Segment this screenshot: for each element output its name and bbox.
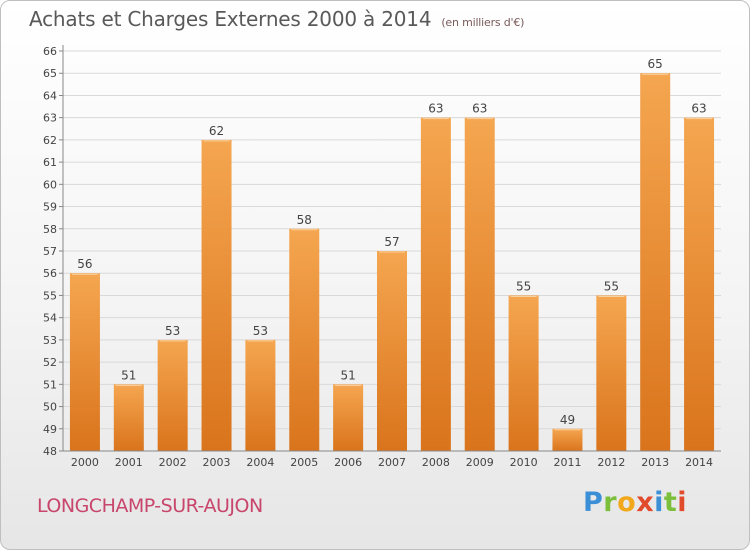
y-tick-label: 57 [43, 245, 57, 258]
data-label: 53 [165, 324, 180, 338]
x-tick-label: 2001 [115, 456, 143, 469]
y-tick-label: 63 [43, 112, 57, 125]
bar [245, 339, 276, 451]
y-tick-label: 59 [43, 201, 57, 214]
bar [289, 228, 320, 451]
y-tick-label: 50 [43, 401, 57, 414]
y-tick-label: 58 [43, 223, 57, 236]
bar [157, 339, 188, 451]
logo-letter: t [663, 487, 678, 518]
bar [552, 428, 583, 451]
chart-subtitle: (en milliers d'€) [441, 16, 525, 29]
logo-letter: i [654, 487, 664, 518]
data-label: 62 [209, 124, 224, 138]
y-tick-label: 61 [43, 156, 57, 169]
bar [640, 73, 671, 451]
y-tick-label: 52 [43, 356, 57, 369]
y-tick-label: 56 [43, 267, 57, 280]
x-tick-label: 2000 [71, 456, 99, 469]
data-label: 55 [604, 279, 619, 293]
x-tick-label: 2014 [685, 456, 713, 469]
data-label: 51 [340, 368, 355, 382]
data-label: 63 [428, 102, 443, 116]
y-tick-label: 65 [43, 67, 57, 80]
y-tick-label: 62 [43, 134, 57, 147]
y-tick-label: 60 [43, 178, 57, 191]
y-tick-label: 51 [43, 378, 57, 391]
x-tick-label: 2004 [246, 456, 274, 469]
x-tick-label: 2010 [510, 456, 538, 469]
data-label: 55 [516, 279, 531, 293]
y-tick-label: 54 [43, 312, 57, 325]
data-label: 53 [253, 324, 268, 338]
data-label: 56 [77, 257, 92, 271]
chart-title: Achats et Charges Externes 2000 à 2014 (e… [29, 7, 524, 31]
logo-letter: x [636, 487, 655, 518]
y-tick-label: 49 [43, 423, 57, 436]
proxiti-logo: Proxiti [583, 487, 687, 518]
x-tick-label: 2005 [290, 456, 318, 469]
bar [596, 295, 627, 451]
x-tick-label: 2006 [334, 456, 362, 469]
bar [69, 273, 100, 451]
x-tick-label: 2011 [553, 456, 581, 469]
data-label: 58 [297, 213, 312, 227]
bar [201, 139, 232, 451]
data-label: 63 [472, 102, 487, 116]
data-label: 65 [648, 57, 663, 71]
chart-title-text: Achats et Charges Externes 2000 à 2014 [29, 7, 432, 31]
y-tick-label: 64 [43, 89, 57, 102]
data-label: 63 [691, 102, 706, 116]
y-tick-label: 55 [43, 289, 57, 302]
bar [113, 384, 144, 451]
logo-letter: i [677, 487, 688, 518]
bar [684, 117, 715, 452]
y-tick-label: 66 [43, 45, 57, 58]
x-tick-label: 2008 [422, 456, 450, 469]
x-tick-label: 2009 [466, 456, 494, 469]
bar [508, 295, 539, 451]
data-label: 49 [560, 413, 575, 427]
data-label: 57 [384, 235, 399, 249]
bar [420, 117, 451, 452]
x-tick-label: 2002 [159, 456, 187, 469]
logo-letter: r [603, 487, 618, 518]
x-tick-label: 2007 [378, 456, 406, 469]
data-label: 51 [121, 368, 136, 382]
bar [333, 384, 364, 451]
logo-letter: o [617, 487, 637, 518]
logo-letter: P [583, 487, 604, 518]
x-tick-label: 2013 [641, 456, 669, 469]
location-name: LONGCHAMP-SUR-AUJON [37, 495, 263, 517]
x-tick-label: 2012 [597, 456, 625, 469]
x-tick-label: 2003 [203, 456, 231, 469]
y-tick-label: 48 [43, 445, 57, 458]
bar [377, 251, 407, 451]
y-tick-label: 53 [43, 334, 57, 347]
bar [464, 117, 495, 452]
